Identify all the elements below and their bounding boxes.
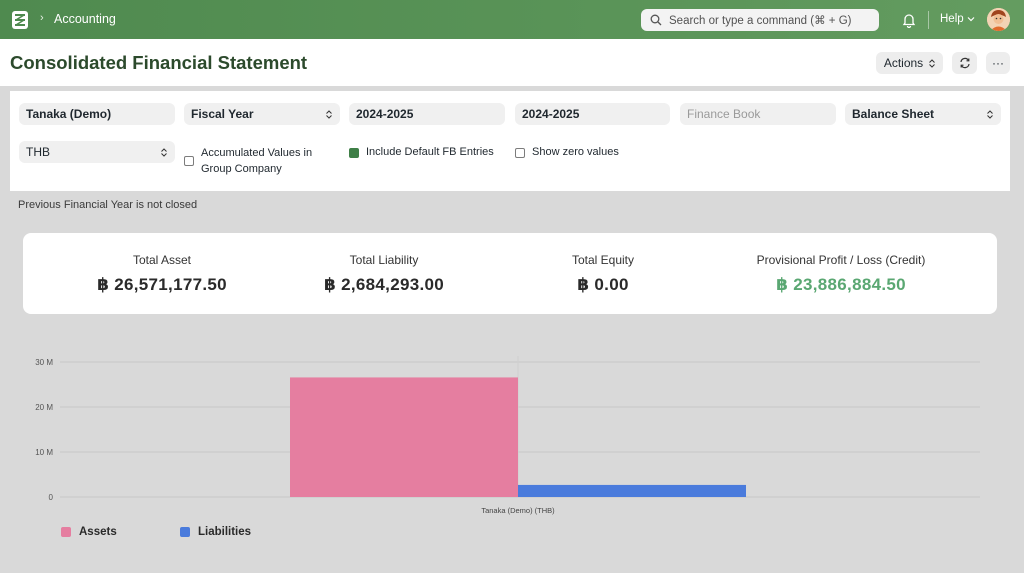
total-liability-stat: Total Liability ฿ 2,684,293.00	[274, 253, 494, 295]
bar-chart-svg: 0 10 M 20 M 30 M Tanaka (Demo) (THB)	[35, 356, 980, 515]
refresh-icon	[959, 57, 970, 69]
y-tick-label: 10 M	[35, 448, 53, 457]
filter-based-on-value: Fiscal Year	[191, 107, 254, 121]
show-zero-values-checkbox[interactable]	[515, 148, 525, 158]
bar-liabilities	[518, 484, 746, 497]
stat-value: ฿ 23,886,884.50	[776, 275, 906, 294]
actions-label: Actions	[883, 56, 924, 70]
stat-label: Provisional Profit / Loss (Credit)	[756, 253, 926, 267]
accumulated-values-checkbox[interactable]	[184, 156, 194, 166]
y-tick-label: 30 M	[35, 358, 53, 367]
select-caret-icon	[161, 148, 167, 157]
show-zero-values-label: Show zero values	[532, 146, 619, 158]
show-zero-values-option[interactable]: Show zero values	[515, 146, 619, 158]
select-caret-icon	[326, 110, 332, 119]
refresh-button[interactable]	[952, 52, 977, 74]
navbar-divider	[928, 11, 929, 29]
stat-label: Total Liability	[349, 253, 419, 267]
total-asset-stat: Total Asset ฿ 26,571,177.50	[52, 253, 272, 295]
finance-book-field[interactable]: Finance Book	[680, 103, 836, 125]
search-placeholder: Search or type a command (⌘ + G)	[669, 15, 852, 27]
x-tick-label: Tanaka (Demo) (THB)	[481, 506, 555, 515]
help-dropdown[interactable]: Help	[940, 13, 975, 25]
legend-label: Assets	[79, 526, 117, 538]
currency-value: THB	[26, 145, 50, 159]
app-logo-icon[interactable]	[12, 11, 28, 29]
accumulated-values-label: Accumulated Values in Group Company	[201, 147, 313, 175]
bar-assets	[290, 377, 518, 497]
search-bar[interactable]: Search or type a command (⌘ + G)	[641, 9, 879, 31]
search-icon	[650, 14, 662, 26]
stat-value: ฿ 26,571,177.50	[97, 275, 227, 294]
company-field[interactable]: Tanaka (Demo)	[19, 103, 175, 125]
select-caret-icon	[929, 58, 936, 68]
stat-value: ฿ 2,684,293.00	[323, 275, 444, 294]
report-value: Balance Sheet	[852, 107, 935, 121]
filter-panel: Tanaka (Demo) Fiscal Year 2024-2025 2024…	[10, 91, 1010, 191]
help-label: Help	[940, 13, 964, 25]
page-header: Consolidated Financial Statement Actions…	[0, 39, 1024, 86]
report-select[interactable]: Balance Sheet	[845, 103, 1001, 125]
breadcrumb-separator: ›	[40, 12, 44, 24]
legend-swatch	[61, 527, 71, 537]
legend-swatch	[180, 527, 190, 537]
user-avatar[interactable]	[987, 8, 1010, 31]
stat-value: ฿ 0.00	[577, 275, 629, 294]
include-fb-entries-checkbox[interactable]	[349, 148, 359, 158]
currency-select[interactable]: THB	[19, 141, 175, 163]
page-title: Consolidated Financial Statement	[10, 52, 308, 73]
include-fb-entries-option[interactable]: Include Default FB Entries	[349, 146, 494, 158]
more-options-button[interactable]: ···	[986, 52, 1010, 74]
legend-label: Liabilities	[198, 526, 252, 538]
summary-card: Total Asset ฿ 26,571,177.50 Total Liabil…	[23, 233, 997, 314]
total-equity-stat: Total Equity ฿ 0.00	[493, 253, 713, 295]
navbar: › Accounting Search or type a command (⌘…	[0, 0, 1024, 39]
include-fb-entries-label: Include Default FB Entries	[366, 146, 494, 158]
y-tick-label: 0	[49, 493, 54, 502]
balance-chart: 0 10 M 20 M 30 M Tanaka (Demo) (THB) Assets …	[0, 340, 1024, 573]
to-fiscal-year-field[interactable]: 2024-2025	[515, 103, 670, 125]
more-options-label: ···	[992, 56, 1004, 70]
from-fiscal-year-field[interactable]: 2024-2025	[349, 103, 505, 125]
warning-message: Previous Financial Year is not closed	[18, 199, 198, 211]
select-caret-icon	[987, 110, 993, 119]
legend-liabilities[interactable]: Liabilities	[180, 526, 251, 538]
breadcrumb-accounting[interactable]: Accounting	[54, 12, 116, 26]
filter-based-on-select[interactable]: Fiscal Year	[184, 103, 340, 125]
stat-label: Total Equity	[571, 253, 635, 267]
legend-assets[interactable]: Assets	[61, 526, 117, 538]
chevron-down-icon	[967, 17, 975, 22]
provisional-profit-stat: Provisional Profit / Loss (Credit) ฿ 23,…	[731, 253, 951, 295]
accumulated-values-option[interactable]: Accumulated Values in Group Company	[184, 147, 334, 177]
stat-label: Total Asset	[132, 253, 192, 267]
y-tick-label: 20 M	[35, 403, 53, 412]
actions-button[interactable]: Actions	[876, 52, 943, 74]
notification-bell-icon[interactable]	[902, 12, 916, 28]
